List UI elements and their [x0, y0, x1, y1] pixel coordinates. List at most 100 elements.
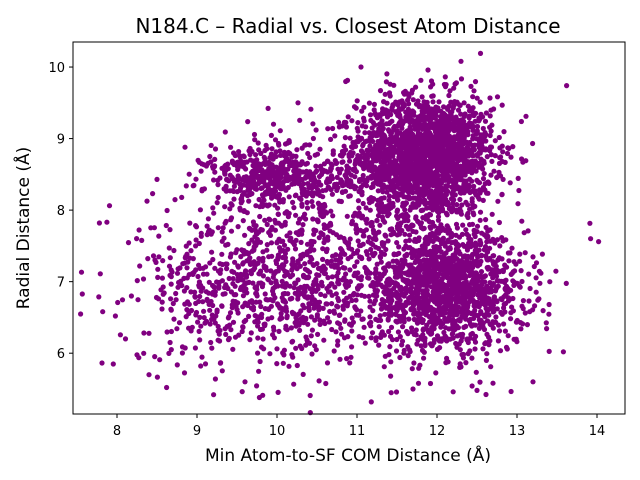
data-point: [212, 376, 218, 382]
data-point: [415, 279, 421, 286]
data-point: [302, 211, 308, 217]
data-point: [178, 278, 184, 284]
data-point: [284, 313, 290, 319]
data-point: [479, 230, 485, 236]
data-point: [451, 85, 457, 91]
data-point: [254, 286, 260, 293]
data-point: [183, 314, 189, 320]
data-point: [454, 202, 460, 208]
data-point: [510, 278, 516, 284]
data-point: [405, 218, 411, 224]
data-point: [276, 236, 282, 242]
data-point: [174, 270, 181, 276]
data-point: [320, 305, 326, 311]
data-point: [420, 251, 427, 257]
data-point: [212, 163, 218, 169]
data-point: [393, 348, 400, 354]
data-point: [228, 215, 235, 221]
data-point: [472, 322, 478, 328]
data-point: [544, 326, 550, 332]
data-point: [508, 154, 514, 160]
data-point: [468, 123, 474, 129]
data-point: [238, 254, 244, 260]
data-point: [488, 364, 494, 370]
data-point: [434, 333, 441, 339]
data-point: [304, 337, 310, 343]
data-point: [494, 306, 500, 312]
data-point: [281, 242, 288, 248]
data-point: [287, 230, 293, 236]
data-point: [524, 322, 531, 328]
data-point: [343, 271, 349, 277]
data-point: [412, 259, 418, 265]
data-point: [359, 123, 365, 129]
data-point: [449, 143, 455, 149]
data-point: [402, 231, 408, 237]
data-point: [390, 264, 396, 270]
data-point: [415, 312, 421, 318]
data-point: [450, 105, 456, 111]
data-point: [487, 95, 493, 101]
data-point: [471, 300, 477, 306]
data-point: [368, 335, 374, 341]
data-point: [418, 316, 424, 322]
data-point: [463, 167, 469, 173]
data-point: [335, 342, 341, 348]
data-point: [198, 168, 204, 174]
data-point: [224, 261, 230, 267]
data-point: [356, 284, 362, 290]
data-point: [360, 200, 366, 207]
data-point: [278, 152, 284, 158]
data-point: [400, 291, 406, 297]
data-point: [438, 222, 444, 228]
data-point: [289, 181, 295, 187]
data-point: [195, 319, 201, 325]
data-point: [412, 183, 418, 189]
data-point: [419, 163, 425, 169]
data-point: [470, 136, 476, 142]
data-point: [325, 260, 331, 266]
data-point: [416, 157, 422, 163]
data-point: [284, 209, 290, 215]
data-point: [432, 149, 438, 155]
data-point: [532, 303, 538, 309]
data-point: [217, 338, 223, 344]
data-point: [189, 270, 195, 277]
data-point: [477, 50, 484, 57]
data-point: [224, 284, 230, 290]
data-point: [500, 267, 506, 273]
data-point: [455, 107, 462, 113]
data-point: [491, 308, 497, 315]
data-point: [167, 255, 173, 261]
data-point: [299, 176, 305, 183]
data-point: [472, 79, 479, 85]
data-point: [477, 99, 483, 105]
data-point: [523, 113, 529, 119]
data-point: [484, 239, 490, 245]
data-point: [260, 193, 266, 199]
data-point: [226, 335, 232, 341]
data-point: [422, 151, 429, 157]
data-point: [518, 326, 524, 332]
data-point: [424, 273, 430, 279]
data-point: [119, 297, 126, 303]
data-point: [310, 216, 316, 222]
data-point: [428, 225, 434, 231]
data-point: [507, 250, 513, 256]
data-point: [388, 232, 394, 238]
data-point: [289, 154, 295, 160]
data-point: [203, 318, 210, 324]
data-point: [388, 390, 394, 396]
data-point: [259, 326, 265, 332]
data-point: [385, 108, 391, 114]
data-point: [268, 132, 274, 138]
data-point: [253, 203, 259, 209]
data-point: [338, 255, 344, 261]
data-point: [291, 205, 297, 211]
data-point: [409, 87, 415, 93]
data-point: [348, 144, 355, 150]
data-point: [190, 256, 196, 262]
data-point: [480, 114, 486, 120]
data-point: [409, 117, 415, 123]
data-point: [391, 252, 397, 258]
